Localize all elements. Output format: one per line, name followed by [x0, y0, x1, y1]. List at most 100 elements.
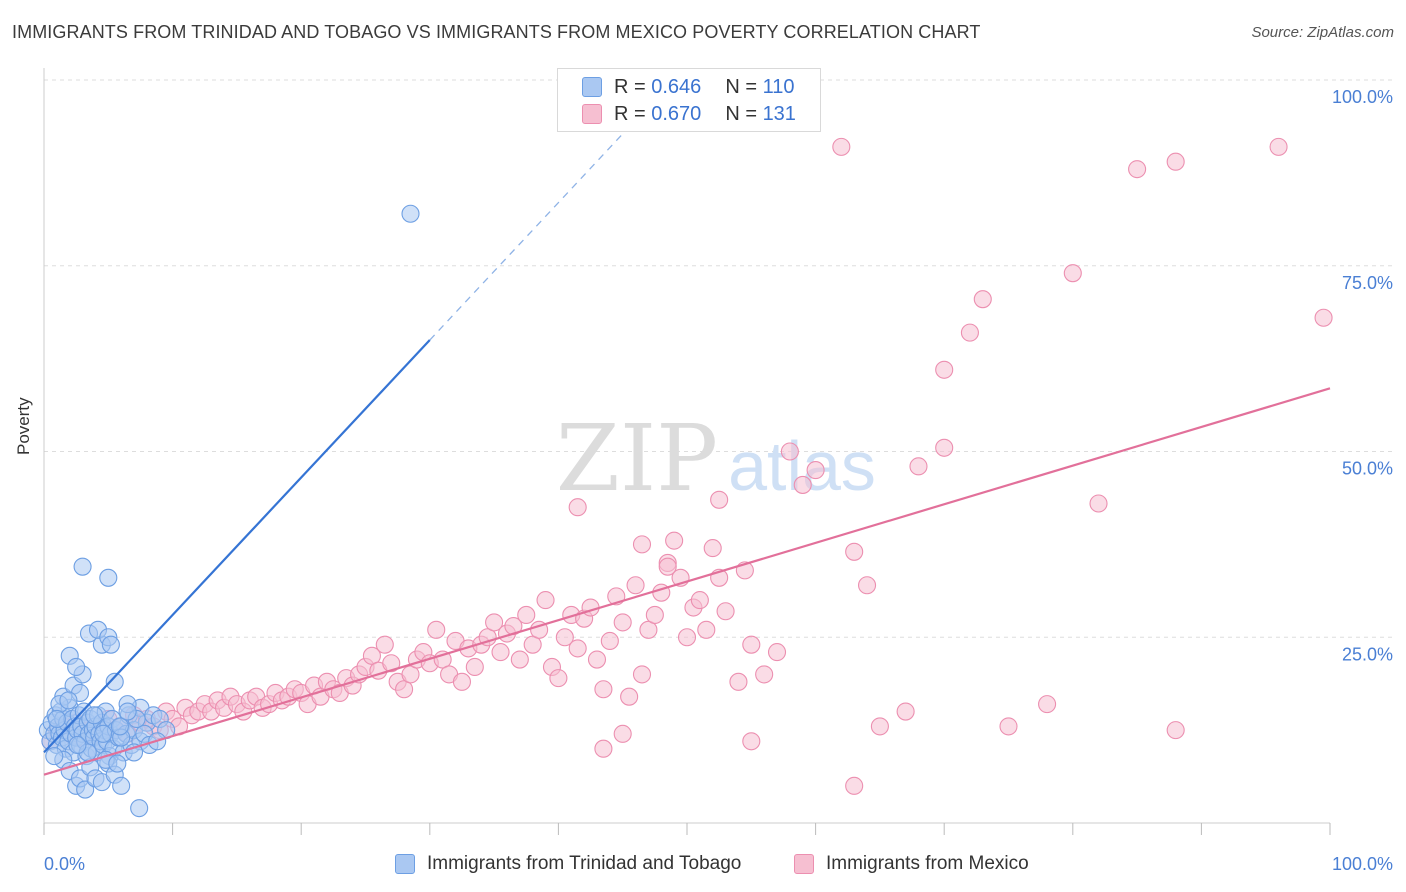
y-tick-label: 100.0% [1332, 87, 1393, 107]
y-tick-label: 25.0% [1342, 644, 1393, 664]
mexico-swatch [582, 104, 602, 124]
data-point [632, 665, 652, 684]
data-point [613, 724, 632, 743]
data-point [59, 691, 78, 710]
n-value: 131 [762, 102, 796, 125]
r-label: R = [614, 102, 646, 125]
data-point [1314, 308, 1333, 327]
n-label: N = [725, 102, 757, 125]
data-point [581, 598, 600, 617]
data-point [76, 780, 95, 799]
data-point [677, 628, 697, 647]
data-point [67, 657, 86, 677]
data-point [1038, 695, 1057, 714]
data-point [1166, 721, 1185, 740]
data-point [99, 568, 118, 587]
data-point [600, 631, 619, 651]
data-point [594, 739, 613, 758]
data-point [491, 643, 510, 662]
data-point [549, 669, 568, 688]
data-point [742, 635, 761, 654]
data-point [620, 687, 639, 706]
grid-lines [44, 79, 1392, 638]
series-immigrants-from-trinidad-and-tobago [38, 204, 420, 818]
data-point [710, 490, 729, 509]
data-point [845, 542, 864, 561]
data-point [108, 754, 127, 773]
data-point [118, 702, 137, 721]
data-point [935, 438, 954, 457]
watermark: ZIP atlas [556, 405, 876, 512]
data-point [665, 531, 684, 550]
r-value: 0.670 [651, 102, 702, 125]
data-point [960, 323, 979, 342]
data-point [401, 204, 420, 223]
data-point [555, 628, 574, 647]
data-point [935, 360, 954, 379]
r-value: 0.646 [651, 75, 702, 98]
trinidad-swatch [582, 77, 602, 97]
data-point [94, 724, 113, 743]
data-point [45, 747, 64, 766]
data-point [568, 498, 587, 517]
axes [43, 68, 1331, 835]
data-point [755, 665, 774, 684]
data-point [697, 620, 716, 639]
data-point [568, 639, 587, 658]
data-point [632, 535, 652, 554]
data-point [110, 717, 129, 736]
data-point [587, 650, 607, 669]
data-point [1089, 494, 1108, 513]
data-point [517, 605, 536, 625]
data-point [375, 635, 394, 654]
data-point [626, 576, 645, 595]
data-point [130, 799, 149, 818]
data-point [658, 557, 677, 576]
data-point [793, 475, 812, 494]
data-point [85, 706, 104, 725]
data-point [510, 650, 529, 669]
x-tick-label: 100.0% [1332, 854, 1393, 874]
data-point [613, 613, 632, 632]
trend-lines [43, 133, 1331, 776]
stats-row-mexico: R = 0.670 N = 131 [582, 101, 796, 127]
data-point [47, 709, 66, 729]
data-point [973, 290, 992, 309]
legend-label-trinidad: Immigrants from Trinidad and Tobago [427, 853, 742, 874]
tick-labels: 25.0% 50.0% 75.0% 100.0% 0.0% 100.0% [44, 87, 1393, 874]
trend-line-trinidad [43, 339, 431, 754]
data-point [767, 643, 787, 662]
data-point [870, 717, 889, 736]
data-point [690, 591, 709, 610]
data-point [780, 442, 799, 461]
data-point [112, 776, 131, 795]
y-tick-label: 75.0% [1342, 273, 1393, 293]
data-point [101, 635, 120, 654]
data-point [729, 672, 748, 691]
data-point [105, 672, 124, 691]
y-axis-label: Poverty [14, 397, 33, 455]
series-immigrants-from-mexico [41, 137, 1333, 795]
data-point [485, 613, 504, 632]
data-point [73, 557, 92, 576]
data-point [645, 605, 664, 625]
data-point [845, 776, 864, 795]
legend-swatch-mexico [794, 854, 814, 874]
data-point [1063, 264, 1082, 283]
stats-box: R = 0.646 N = 110 R = 0.670 N = 131 [557, 68, 821, 132]
data-point [465, 657, 484, 677]
legend-item-mexico[interactable]: Immigrants from Mexico [794, 852, 1029, 876]
trend-line-mexico [43, 387, 1331, 776]
data-point [594, 680, 613, 699]
data-point [1128, 160, 1147, 179]
data-point [382, 654, 401, 673]
data-point [716, 602, 735, 621]
watermark-zip: ZIP [556, 405, 718, 512]
n-value: 110 [762, 75, 795, 98]
data-point [536, 591, 555, 610]
data-point [703, 539, 722, 558]
legend-item-trinidad[interactable]: Immigrants from Trinidad and Tobago [395, 852, 741, 876]
data-point [857, 576, 877, 595]
data-point [832, 137, 851, 156]
